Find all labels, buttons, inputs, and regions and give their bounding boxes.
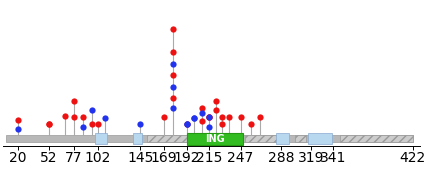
Bar	[95, 133, 107, 144]
Bar	[147, 135, 187, 142]
Bar	[6, 135, 412, 142]
Bar	[133, 133, 142, 144]
Bar	[187, 133, 243, 145]
Bar	[276, 133, 289, 144]
Text: ING: ING	[205, 134, 224, 144]
Bar	[340, 135, 412, 142]
Bar	[295, 135, 307, 142]
Bar	[246, 135, 281, 142]
Bar	[308, 133, 332, 144]
